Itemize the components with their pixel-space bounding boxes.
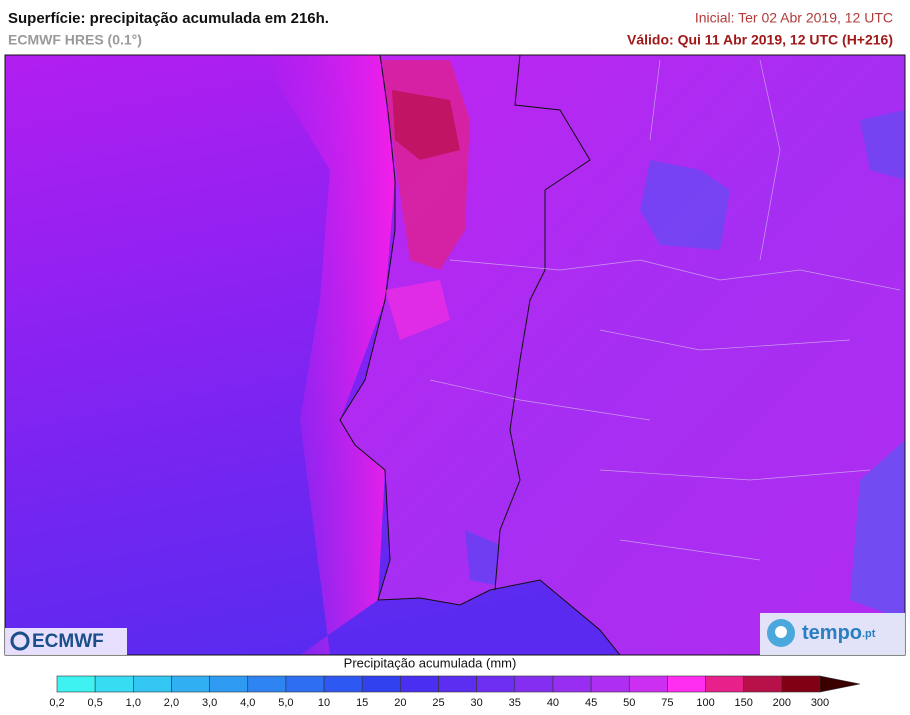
colorbar-segment (209, 675, 249, 693)
colorbar-tick-label: 0,2 (49, 697, 64, 709)
colorbar-tick-label: 75 (661, 697, 673, 709)
colorbar-segment (171, 675, 210, 693)
colorbar-segment (438, 675, 477, 693)
colorbar-tick-label: 100 (696, 697, 714, 709)
colorbar-label: Precipitação acumulada (mm) (344, 655, 517, 670)
colorbar-segment (705, 675, 744, 693)
colorbar-segment (94, 675, 134, 693)
colorbar-segment (514, 675, 554, 693)
colorbar-tick-label: 10 (318, 697, 330, 709)
colorbar-tick-label: 2,0 (164, 697, 179, 709)
colorbar-segment (247, 675, 287, 693)
colorbar-segment (323, 675, 363, 693)
map-frame (4, 54, 906, 656)
colorbar: 0,2 0,5 1,0 2,0 3,0 4,0 5,0 10 15 20 25 30 35 40 45 50 7… (49, 675, 861, 709)
colorbar-segment (56, 675, 96, 693)
colorbar-segment (781, 675, 821, 693)
land (339, 55, 905, 655)
colorbar-tick-label: 150 (735, 697, 753, 709)
coastal-band (260, 55, 395, 655)
tempo-logo-name: tempo (802, 622, 862, 644)
colorbar-segment (590, 675, 630, 693)
ecmwf-logo-text: ECMWF (32, 631, 104, 652)
subtitle: ECMWF HRES (0.1°) (8, 32, 142, 48)
colorbar-segment (400, 675, 439, 693)
title: Superfície: precipitação acumulada em 21… (8, 10, 329, 27)
colorbar-segment (133, 675, 172, 693)
region-borders (429, 59, 901, 561)
rain-area (385, 280, 450, 340)
tempo-logo-text: tempo.pt (802, 622, 876, 644)
ecmwf-logo-box (5, 628, 127, 655)
low-rain-area (465, 530, 500, 585)
colorbar-segment (552, 675, 592, 693)
colorbar-segment (476, 675, 516, 693)
colorbar-tick-label: 5,0 (278, 697, 293, 709)
low-rain-area (860, 110, 905, 180)
colorbar-tick-label: 25 (432, 697, 444, 709)
colorbar-tick-label: 300 (811, 697, 829, 709)
colorbar-tick-label: 50 (623, 697, 635, 709)
very-heavy-rain-area (392, 90, 460, 160)
colorbar-segment (285, 675, 325, 693)
colorbar-tick-label: 4,0 (240, 697, 255, 709)
tempo-logo-suffix: .pt (862, 628, 876, 640)
low-rain-area (640, 160, 730, 250)
colorbar-tick-label: 45 (585, 697, 597, 709)
border (494, 55, 591, 591)
colorbar-tick-label: 40 (547, 697, 559, 709)
colorbar-segment (361, 675, 401, 693)
initial-time: Inicial: Ter 02 Abr 2019, 12 UTC (695, 10, 893, 26)
colorbar-tick-label: 200 (773, 697, 791, 709)
low-rain-area (850, 440, 905, 620)
colorbar-tick-label: 20 (394, 697, 406, 709)
tempo-logo-icon-inner (775, 626, 787, 638)
colorbar-over-arrow (819, 675, 861, 693)
colorbar-tick-label: 0,5 (88, 697, 103, 709)
colorbar-segment (743, 675, 783, 693)
colorbar-tick-label: 30 (471, 697, 483, 709)
colorbar-tick-label: 15 (356, 697, 368, 709)
colorbar-tick-label: 35 (509, 697, 521, 709)
valid-time: Válido: Qui 11 Abr 2019, 12 UTC (H+216) (627, 32, 893, 48)
ecmwf-logo-icon (10, 631, 30, 651)
colorbar-tick-label: 1,0 (126, 697, 141, 709)
colorbar-segment (667, 675, 706, 693)
colorbar-tick-label: 3,0 (202, 697, 217, 709)
map (5, 55, 905, 655)
colorbar-segment (628, 675, 668, 693)
